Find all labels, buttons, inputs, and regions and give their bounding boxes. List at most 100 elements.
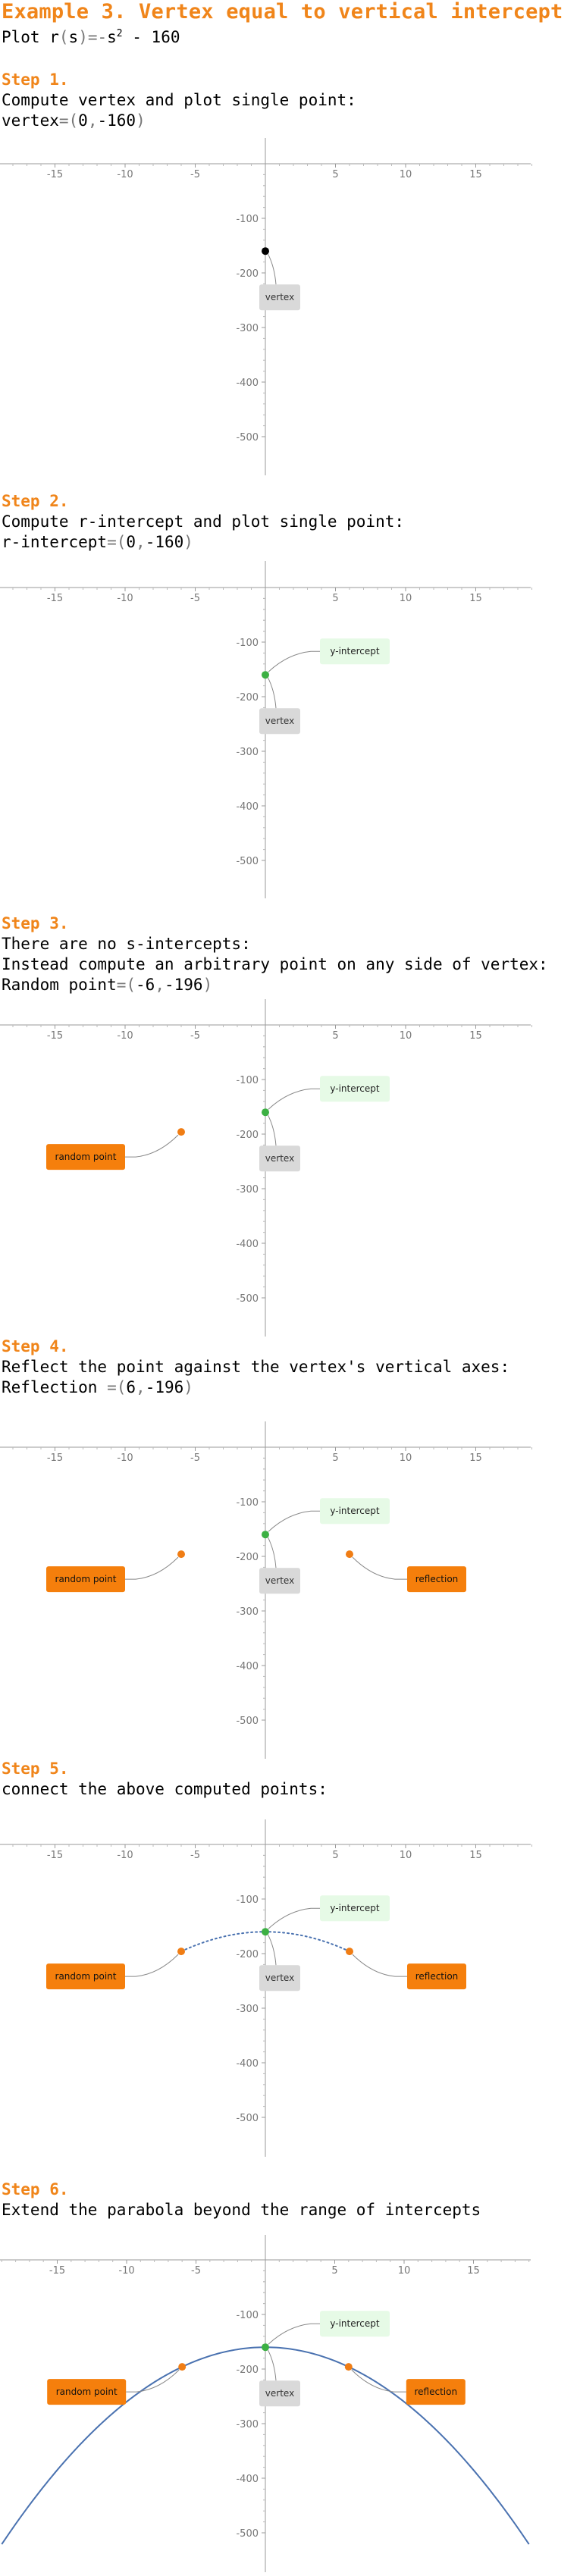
x-tick-label: -5 [190,593,200,604]
x-tick-label: -5 [190,1453,200,1464]
y-tick-label: -500 [236,1293,259,1305]
vertex-label: vertex [259,1568,300,1594]
x-tick-label: -10 [118,2265,134,2277]
random-point-label-text: random point [55,1152,117,1162]
y-intercept-label: y-intercept [320,1895,390,1922]
result-close: ) [183,1378,193,1396]
result-eq: = [116,976,127,994]
random-point-leader [125,1134,179,1158]
step-3: Step 3. There are no s-intercepts: Instead… [0,914,580,995]
step-text-line: Compute vertex and plot single point: [2,91,356,109]
x-tick-label: -5 [190,1850,200,1861]
y-tick-label: -400 [236,801,259,813]
x-tick-label: -10 [117,593,133,604]
chart-step-1: -15 -10 -5 5 10 15 -100 -200 -300 -400 -500 vertex [0,138,532,475]
step-result: r-intercept=(0,-160) [2,532,580,553]
vertex-label-text: vertex [265,2388,294,2399]
step-text-line: Compute r-intercept and plot single poin… [2,512,405,531]
y-tick-label: -200 [236,268,259,280]
func-var: s [68,28,79,46]
x-tick-label: 5 [332,1030,338,1042]
y-intercept-label-text: y-intercept [330,2318,380,2329]
reflection-label: reflection [407,1963,466,1990]
x-tick-label: 15 [469,593,482,604]
result-y: -160 [97,111,136,130]
result-label: r-intercept [2,533,108,551]
step-text-line: There are no s-intercepts: [2,935,251,953]
x-tick-label: 5 [332,1453,338,1464]
func-open-paren: ( [58,28,69,46]
x-tick-label: 15 [469,1453,482,1464]
y-tick-label: -200 [236,692,259,704]
result-sep: , [155,976,165,994]
result-label: Reflection [2,1378,108,1396]
random-point-label: random point [46,1566,125,1593]
result-eq: = [107,533,117,551]
result-eq: = [107,1378,117,1396]
y-intercept-leader [268,2323,320,2345]
x-tick-label: 10 [400,593,412,604]
step-result: Reflection =(6,-196) [2,1377,580,1398]
chart-step-6: -15 -10 -5 5 10 15 -100 -200 -300 -400 -500 vertex y… [0,2235,531,2572]
result-y: -196 [145,1378,184,1396]
y-intercept-leader [268,1088,320,1110]
result-sep: , [136,1378,146,1396]
x-tick-label: 15 [469,1030,482,1042]
step-result: Random point=(-6,-196) [2,975,580,995]
vertex-label: vertex [259,284,300,311]
func-exp: 2 [116,28,123,39]
random-point-label-text: random point [55,1574,117,1584]
y-tick-label: -500 [236,2113,259,2124]
y-tick-label: -200 [236,1552,259,1563]
vertex-label-text: vertex [265,292,294,302]
x-tick-label: 10 [400,1453,412,1464]
result-x: 6 [126,1378,136,1396]
y-tick-label: -200 [236,1949,259,1960]
func-tail: - 160 [122,28,180,46]
result-open: ( [116,1378,127,1396]
x-tick-label: 5 [331,2265,337,2277]
step-result: vertex=(0,-160) [2,111,580,131]
result-x: 0 [78,111,88,130]
vertex-label-text: vertex [265,1153,294,1164]
plot-prefix: Plot [2,28,50,46]
y-intercept-label: y-intercept [320,1498,390,1525]
random-point-label: random point [46,1144,125,1170]
y-intercept-label-text: y-intercept [330,646,380,657]
y-intercept-label: y-intercept [320,1076,390,1102]
step-title: Step 3. [2,914,69,932]
random-point-leader [125,1954,179,1977]
y-tick-label: -500 [236,856,259,867]
result-y: -160 [145,533,184,551]
y-tick-label: -100 [236,1497,259,1509]
x-tick-label: 10 [400,1850,412,1861]
random-point-leader [125,1556,179,1580]
y-tick-label: -100 [236,638,259,649]
x-tick-label: -10 [117,169,133,180]
y-tick-label: -400 [236,2474,259,2485]
vertex-leader [267,1114,277,1146]
point-reflection [344,2363,353,2371]
page-title: Example 3. Vertex equal to vertical inte… [2,0,563,24]
y-intercept-leader [268,650,320,672]
x-tick-label: 15 [469,169,482,180]
reflection-label-text: reflection [415,1971,459,1982]
y-tick-label: -300 [236,1184,259,1196]
step-text-line: Extend the parabola beyond the range of … [2,2201,481,2219]
y-intercept-label-text: y-intercept [330,1506,380,1516]
point-y-intercept [262,1928,269,1936]
vertex-leader [267,1536,277,1568]
result-eq: = [58,111,69,130]
x-tick-label: -10 [117,1030,133,1042]
chart-step-3: -15 -10 -5 5 10 15 -100 -200 -300 -400 -500 vertex y… [0,999,532,1337]
step-text-line: Reflect the point against the vertex's v… [2,1358,510,1376]
result-open: ( [68,111,79,130]
point-random-point [177,1550,185,1559]
vertex-label: vertex [259,2380,300,2407]
step-2: Step 2. Compute r-intercept and plot sing… [0,491,580,553]
reflection-leader [352,1954,407,1977]
point-reflection [346,1550,353,1559]
func-name: r [49,28,59,46]
step-title: Step 5. [2,1760,69,1778]
result-label: vertex [2,111,59,130]
